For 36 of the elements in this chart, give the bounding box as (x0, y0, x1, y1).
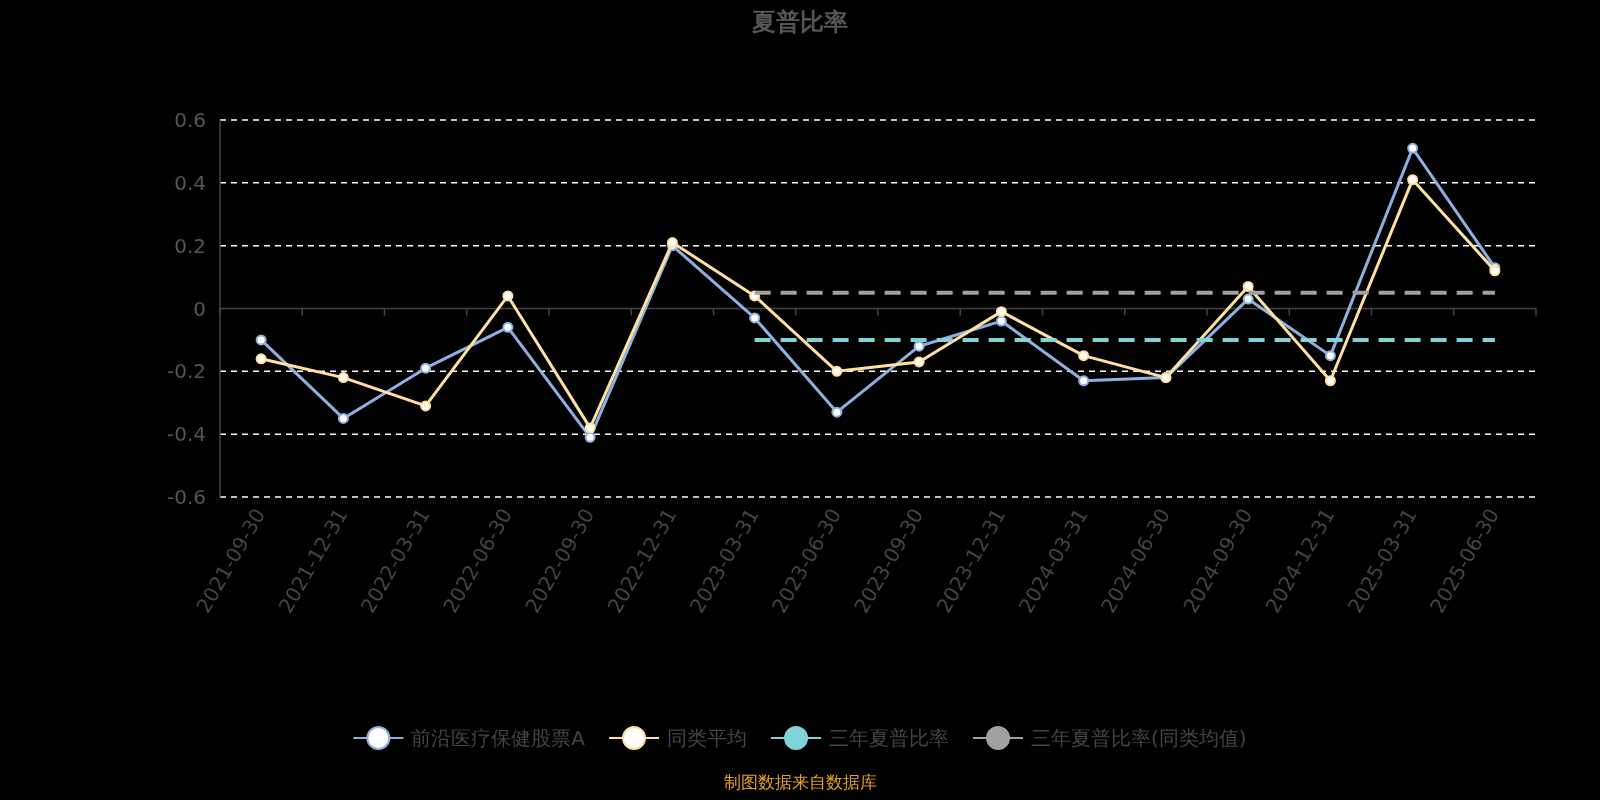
y-tick-label: -0.6 (166, 485, 206, 509)
y-tick-label: 0.4 (174, 170, 206, 195)
y-tick-label: 0.2 (174, 233, 206, 258)
point (749, 312, 761, 324)
point (1242, 281, 1254, 293)
chart-title: 夏普比率 (751, 8, 848, 36)
point (1407, 174, 1419, 186)
point (995, 315, 1007, 327)
point (337, 412, 349, 424)
point (1407, 142, 1419, 154)
point (831, 365, 843, 377)
point (502, 321, 514, 333)
point (831, 406, 843, 418)
point (1078, 375, 1090, 387)
point (584, 422, 596, 434)
point (420, 400, 432, 412)
point (1324, 375, 1336, 387)
point (1324, 350, 1336, 362)
y-tick-label: -0.2 (166, 359, 206, 384)
y-tick-label: -0.4 (166, 422, 206, 447)
y-tick-label: 0 (193, 296, 206, 321)
point (913, 356, 925, 368)
point (995, 306, 1007, 318)
point (255, 334, 267, 346)
point (420, 362, 432, 374)
text: 制图数据来自数据库 (723, 772, 877, 792)
legend-label: 三年夏普比率 (829, 726, 950, 750)
legend-label: 三年夏普比率(同类均值) (1031, 726, 1247, 750)
point (255, 353, 267, 365)
point (1078, 350, 1090, 362)
point (502, 290, 514, 302)
legend-label: 前沿医疗保健股票A (411, 726, 586, 750)
y-tick-label: 0.6 (174, 108, 206, 132)
point (337, 372, 349, 384)
point (1242, 293, 1254, 305)
legend-label: 同类平均 (667, 726, 748, 750)
